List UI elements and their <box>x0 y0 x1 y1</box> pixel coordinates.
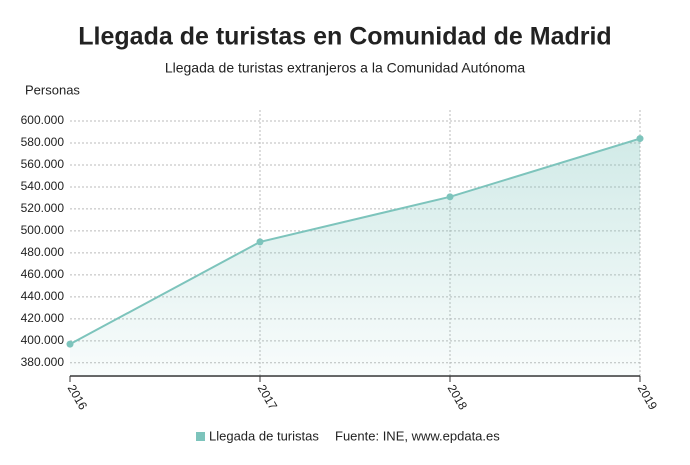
y-tick-label: 500.000 <box>21 223 65 237</box>
y-tick-label: 540.000 <box>21 179 65 193</box>
y-axis-label: Personas <box>25 82 80 97</box>
y-tick-label: 460.000 <box>21 267 65 281</box>
chart-subtitle: Llegada de turistas extranjeros a la Com… <box>165 60 526 76</box>
y-tick-label: 560.000 <box>21 157 65 171</box>
y-tick-label: 440.000 <box>21 289 65 303</box>
y-tick-label: 580.000 <box>21 135 65 149</box>
area <box>70 138 640 376</box>
chart-title: Llegada de turistas en Comunidad de Madr… <box>78 23 611 51</box>
point <box>256 238 264 246</box>
x-tick-label: 2016 <box>65 382 91 412</box>
y-tick-label: 600.000 <box>21 113 65 127</box>
point <box>636 135 644 143</box>
line <box>69 137 641 346</box>
point <box>66 340 74 348</box>
x-tick-label: 2017 <box>255 382 281 412</box>
y-tick-label: 420.000 <box>21 311 65 325</box>
x-tick-label: 2019 <box>635 382 661 412</box>
y-tick-label: 520.000 <box>21 201 65 215</box>
source: Fuente: INE, www.epdata.es <box>335 428 500 443</box>
y-tick-label: 480.000 <box>21 245 65 259</box>
point <box>446 193 454 201</box>
y-tick-label: 400.000 <box>21 333 65 347</box>
x-tick-label: 2018 <box>445 382 471 412</box>
y-tick-label: 380.000 <box>21 355 65 369</box>
legend-label: Llegada de turistas <box>209 428 319 443</box>
legend-swatch <box>196 432 205 441</box>
